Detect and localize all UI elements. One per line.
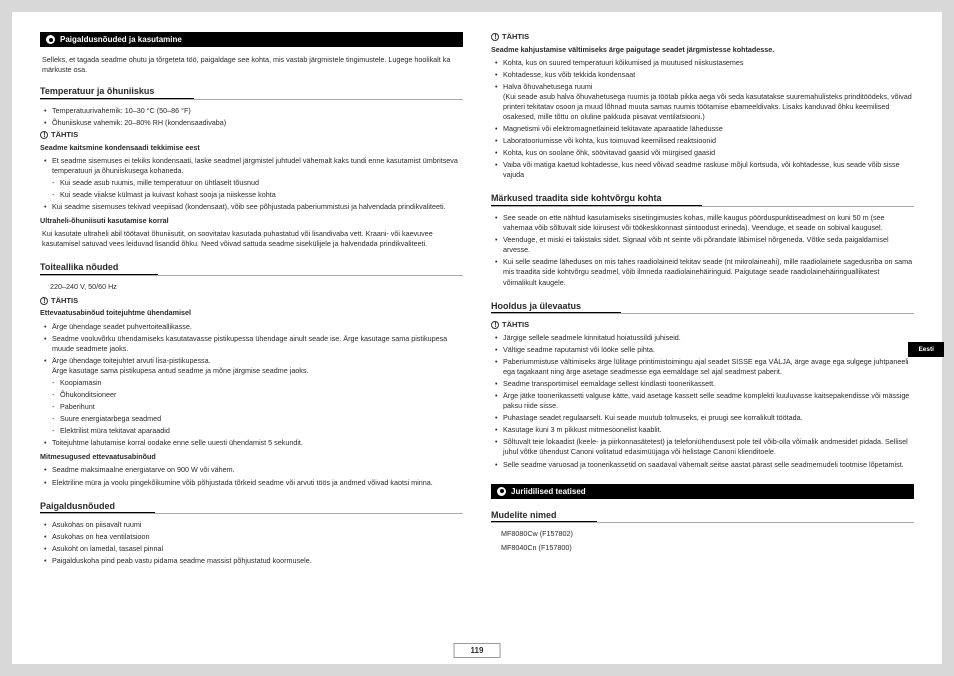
- bullet: Elektriline müra ja voolu pingekõikumine…: [52, 478, 463, 488]
- sub-bullet: Elektrilist müra tekitavat aparaadid: [60, 426, 463, 436]
- bold-text: Seadme kaitsmine kondensaadi tekkimise e…: [40, 143, 463, 153]
- bullet: Asukohas on hea ventilatsioon: [52, 532, 463, 542]
- sub-title: Toiteallika nõuded: [40, 261, 158, 275]
- bullet: Seadme vooluvõrku ühendamiseks kasutatav…: [52, 334, 463, 354]
- bullet: Kui seadme sisemuses tekivad veepiisad (…: [52, 202, 463, 212]
- paragraph: Kui kasutate ultraheli abil töötavat õhu…: [40, 229, 463, 249]
- bullet: Et seadme sisemuses ei tekiks kondensaat…: [52, 156, 463, 176]
- bullet: Seadme transportimisel eemaldage sellest…: [503, 379, 914, 389]
- sub-bullet: Kui seade viiakse külmast ja kuivast koh…: [60, 190, 463, 200]
- bullet: Järgige sellele seadmele kinnitatud hoia…: [503, 333, 914, 343]
- left-column: Paigaldusnõuded ja kasutamine Selleks, e…: [40, 32, 463, 654]
- sub-title: Temperatuur ja õhuniiskus: [40, 85, 194, 99]
- bullet: Halva õhuvahetusega ruumi (Kui seade asu…: [503, 82, 914, 122]
- alert-icon: [491, 321, 499, 329]
- intro-text: Selleks, et tagada seadme ohutu ja tõrge…: [40, 55, 463, 75]
- bullet: Kohtadesse, kus võib tekkida kondensaat: [503, 70, 914, 80]
- important-label: TÄHTIS: [491, 32, 914, 43]
- bold-text: Seadme kahjustamise vältimiseks ärge pai…: [491, 45, 914, 55]
- bullet: Vältige seadme raputamist või lööke sell…: [503, 345, 914, 355]
- section-temp: Temperatuur ja õhuniiskus Temperatuuriva…: [40, 85, 463, 249]
- bullet: Asukohas on piisavalt ruumi: [52, 520, 463, 530]
- bullet: Ärge jätke toonerikassetti valguse kätte…: [503, 391, 914, 411]
- important-label: TÄHTIS: [40, 296, 463, 307]
- bullet: Laboratooriumisse või kohta, kus toimuva…: [503, 136, 914, 146]
- alert-icon: [491, 33, 499, 41]
- bullet: Magnetismi või elektromagnetlaineid teki…: [503, 124, 914, 134]
- section-maintenance: Hooldus ja ülevaatus TÄHTIS Järgige sell…: [491, 300, 914, 470]
- sub-title: Paigaldusnõuded: [40, 500, 155, 514]
- section-install-req: Paigaldusnõuded Asukohas on piisavalt ru…: [40, 500, 463, 567]
- bullet: Kui selle seadme läheduses on mis tahes …: [503, 257, 914, 287]
- bullet: Vaiba või matiga kaetud kohtadesse, kus …: [503, 160, 914, 180]
- section-header-install: Paigaldusnõuded ja kasutamine: [40, 32, 463, 47]
- bullet: Õhuniiskuse vahemik: 20–80% RH (kondensa…: [52, 118, 463, 128]
- sub-title: Mudelite nimed: [491, 509, 597, 523]
- gear-icon: [46, 35, 55, 44]
- bold-text: Ultraheli-õhuniisuti kasutamise korral: [40, 216, 463, 226]
- page-number: 119: [454, 643, 501, 658]
- bullet: Toitejuhtme lahutamise korral oodake enn…: [52, 438, 463, 448]
- section-wireless: Märkused traadita side kohtvõrgu kohta S…: [491, 192, 914, 287]
- section-power: Toiteallika nõuded 220–240 V, 50/60 Hz T…: [40, 261, 463, 487]
- sub-title: Hooldus ja ülevaatus: [491, 300, 621, 314]
- bullet: Kohta, kus on suured temperatuuri kõikum…: [503, 58, 914, 68]
- bullet: Paberiummistuse vältimiseks ärge lülitag…: [503, 357, 914, 377]
- bullet: Seadme maksimaalne energiatarve on 900 W…: [52, 465, 463, 475]
- divider: [40, 99, 463, 100]
- sub-bullet: Kui seade asub ruumis, mille temperatuur…: [60, 178, 463, 188]
- section-header-legal: Juriidilised teatised: [491, 484, 914, 499]
- bullet: Veenduge, et miski ei takistaks sidet. S…: [503, 235, 914, 255]
- divider: [491, 313, 914, 314]
- sub-bullet: Suure energiatarbega seadmed: [60, 414, 463, 424]
- alert-icon: [40, 297, 48, 305]
- gear-icon: [497, 487, 506, 496]
- bullet: Asukoht on lamedal, tasasel pinnal: [52, 544, 463, 554]
- bold-text: Ettevaatusabinõud toitejuhtme ühendamise…: [40, 308, 463, 318]
- language-tab: Eesti: [908, 342, 944, 357]
- bullet: Selle seadme varuosad ja toonerikassetid…: [503, 460, 914, 470]
- divider: [491, 206, 914, 207]
- important-label: TÄHTIS: [40, 130, 463, 141]
- bullet: Puhastage seadet regulaarselt. Kui seade…: [503, 413, 914, 423]
- bullet: See seade on ette nähtud kasutamiseks si…: [503, 213, 914, 233]
- bullet: Paigalduskoha pind peab vastu pidama sea…: [52, 556, 463, 566]
- section-models: Mudelite nimed MF8080Cw (F157802) MF8040…: [491, 509, 914, 554]
- divider: [491, 522, 914, 523]
- sub-bullet: Õhukonditsioneer: [60, 390, 463, 400]
- sub-title: Märkused traadita side kohtvõrgu kohta: [491, 192, 702, 206]
- sub-bullet: Koopiamasin: [60, 378, 463, 388]
- bullet: Sõltuvalt teie lokaadist (keele- ja piir…: [503, 437, 914, 457]
- important-label: TÄHTIS: [491, 320, 914, 331]
- spec-text: 220–240 V, 50/60 Hz: [50, 282, 463, 292]
- header-text: Paigaldusnõuded ja kasutamine: [60, 34, 182, 45]
- bullet: Kasutage kuni 3 m pikkust mitmesoonelist…: [503, 425, 914, 435]
- bullet: Temperatuurivahemik: 10–30 °C (50–86 °F): [52, 106, 463, 116]
- bold-text: Mitmesugused ettevaatusabinõud: [40, 452, 463, 462]
- divider: [40, 513, 463, 514]
- divider: [40, 275, 463, 276]
- sub-bullet: Paberihunt: [60, 402, 463, 412]
- alert-icon: [40, 131, 48, 139]
- bullet: Ärge ühendage seadet puhvertoiteallikass…: [52, 322, 463, 332]
- model: MF8080Cw (F157802): [501, 529, 914, 539]
- header-text: Juriidilised teatised: [511, 486, 586, 497]
- bullet: Ärge ühendage toitejuhtet arvuti lisa-pi…: [52, 356, 463, 376]
- model: MF8040Cn (F157800): [501, 543, 914, 553]
- right-column: TÄHTIS Seadme kahjustamise vältimiseks ä…: [491, 32, 914, 654]
- bullet: Kohta, kus on soolane õhk, söövitavad ga…: [503, 148, 914, 158]
- document-page: Paigaldusnõuded ja kasutamine Selleks, e…: [12, 12, 942, 664]
